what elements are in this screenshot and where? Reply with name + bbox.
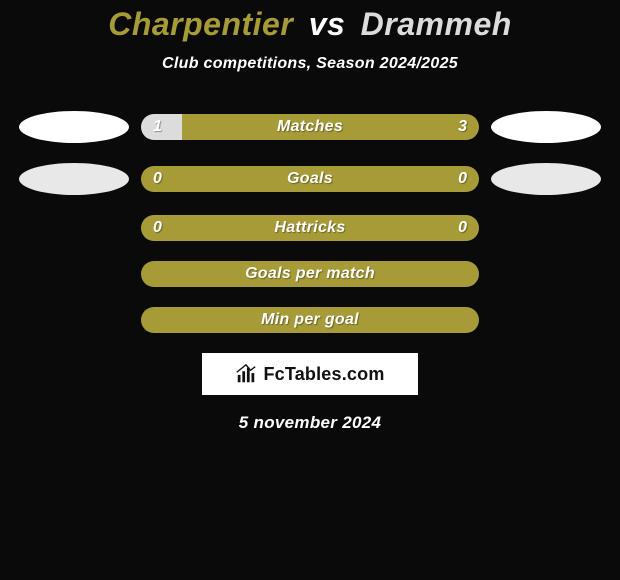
player2-name: Drammeh [361, 6, 512, 42]
date-label: 5 november 2024 [0, 413, 620, 433]
stat-label: Hattricks [141, 215, 479, 241]
stat-row-min-per-goal: Min per goal [0, 307, 620, 333]
stat-label: Goals per match [141, 261, 479, 287]
stat-row-matches: 1 Matches 3 [0, 111, 620, 143]
stat-bar: Goals per match [141, 261, 479, 287]
stat-bar: 1 Matches 3 [141, 114, 479, 140]
player2-avatar-placeholder [491, 163, 601, 195]
stat-bar: 0 Hattricks 0 [141, 215, 479, 241]
stat-label: Min per goal [141, 307, 479, 333]
chart-icon [235, 363, 257, 385]
stat-right-value: 0 [458, 215, 467, 241]
fctables-logo[interactable]: FcTables.com [202, 353, 418, 395]
vs-label: vs [303, 6, 352, 42]
logo-text: FcTables.com [263, 364, 384, 385]
player1-avatar-placeholder [19, 111, 129, 143]
comparison-widget: Charpentier vs Drammeh Club competitions… [0, 0, 620, 433]
stat-row-goals-per-match: Goals per match [0, 261, 620, 287]
stat-bar: 0 Goals 0 [141, 166, 479, 192]
subtitle: Club competitions, Season 2024/2025 [0, 55, 620, 73]
player2-avatar-placeholder [491, 111, 601, 143]
player1-name: Charpentier [108, 6, 293, 42]
stat-label: Goals [141, 166, 479, 192]
stat-right-value: 3 [458, 114, 467, 140]
stat-right-value: 0 [458, 166, 467, 192]
stat-bar: Min per goal [141, 307, 479, 333]
stat-row-goals: 0 Goals 0 [0, 163, 620, 195]
stat-label: Matches [141, 114, 479, 140]
page-title: Charpentier vs Drammeh [0, 6, 620, 43]
stat-row-hattricks: 0 Hattricks 0 [0, 215, 620, 241]
player1-avatar-placeholder [19, 163, 129, 195]
